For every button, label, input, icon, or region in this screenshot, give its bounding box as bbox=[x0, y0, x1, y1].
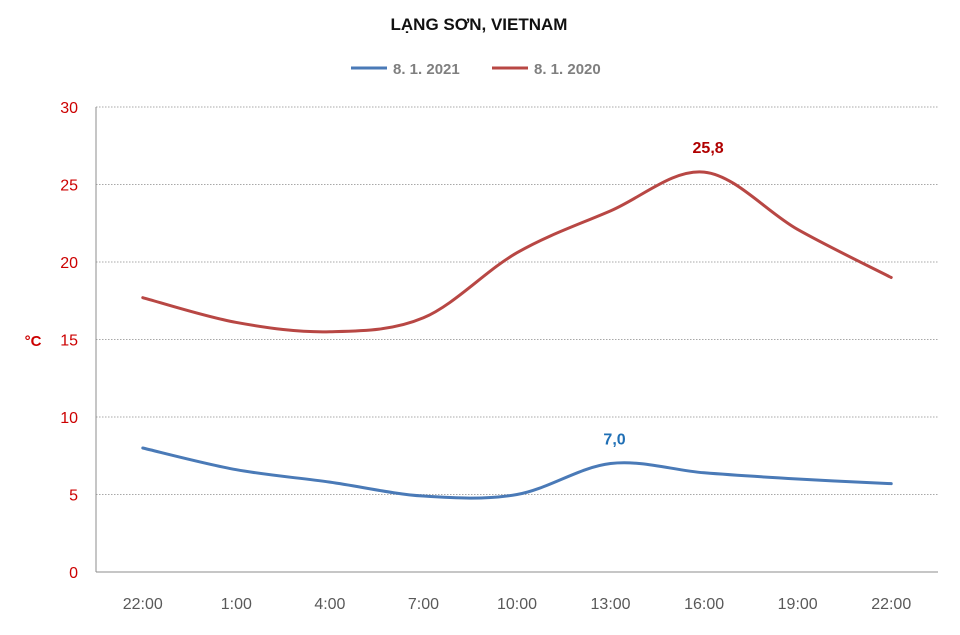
x-tick-label: 22:00 bbox=[871, 596, 911, 613]
y-axis-label: °C bbox=[25, 333, 42, 350]
data-label-1: 25,8 bbox=[693, 140, 724, 157]
x-tick-label: 13:00 bbox=[591, 596, 631, 613]
grid-lines bbox=[96, 106, 938, 495]
legend-label-2021: 8. 1. 2021 bbox=[393, 61, 460, 78]
legend: 8. 1. 2021 8. 1. 2020 bbox=[351, 61, 601, 78]
y-axis-ticks: 0 5 10 15 20 25 30 bbox=[60, 100, 78, 582]
x-tick-label: 7:00 bbox=[408, 596, 439, 613]
legend-label-2020: 8. 1. 2020 bbox=[534, 61, 601, 78]
data-labels: 7,0 25,8 bbox=[603, 140, 723, 448]
x-tick-label: 16:00 bbox=[684, 596, 724, 613]
axes bbox=[95, 107, 938, 573]
y-tick-label: 30 bbox=[60, 100, 78, 117]
x-tick-label: 10:00 bbox=[497, 596, 537, 613]
y-tick-label: 20 bbox=[60, 255, 78, 272]
series-lines bbox=[141, 170, 893, 500]
series-line-0 bbox=[141, 446, 893, 500]
chart-title: LẠNG SƠN, VIETNAM bbox=[391, 15, 568, 34]
series-line-1 bbox=[141, 170, 893, 334]
y-tick-label: 25 bbox=[60, 178, 78, 195]
y-tick-label: 15 bbox=[60, 333, 78, 350]
data-label-0: 7,0 bbox=[603, 432, 625, 449]
y-tick-label: 10 bbox=[60, 410, 78, 427]
x-axis-ticks: 22:00 1:00 4:00 7:00 10:00 13:00 16:00 19:00 22:… bbox=[123, 596, 912, 613]
y-tick-label: 0 bbox=[69, 565, 78, 582]
y-tick-label: 5 bbox=[69, 488, 78, 505]
x-tick-label: 4:00 bbox=[314, 596, 345, 613]
x-tick-label: 22:00 bbox=[123, 596, 163, 613]
x-tick-label: 1:00 bbox=[221, 596, 252, 613]
x-tick-label: 19:00 bbox=[778, 596, 818, 613]
